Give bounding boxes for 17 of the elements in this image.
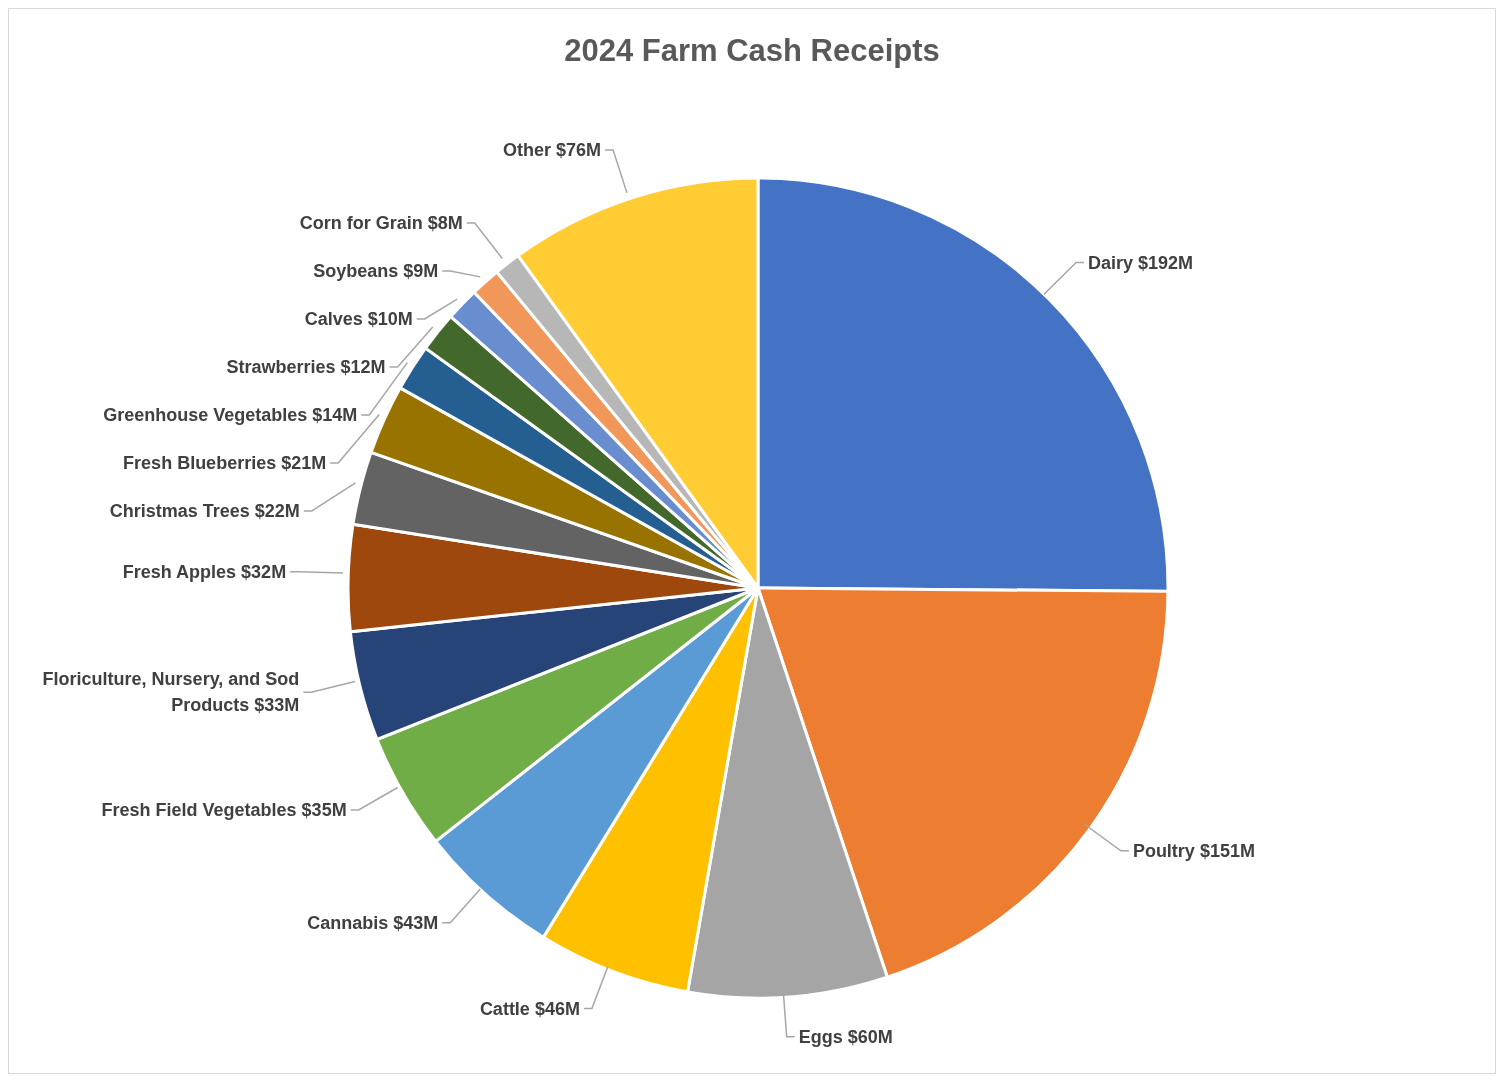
slice-label: Poultry $151M [1132, 840, 1255, 861]
slice-label: Corn for Grain $8M [299, 212, 463, 233]
slice-label: Fresh Field Vegetables $35M [101, 799, 347, 820]
slice-label: Strawberries $12M [226, 356, 386, 377]
chart-title: 2024 Farm Cash Receipts [563, 33, 941, 69]
slice-label: Other $76M [503, 140, 602, 161]
slice-label: Fresh Apples $32M [122, 561, 287, 582]
slice-label: Dairy $192M [1088, 252, 1194, 273]
slice-label: Cattle $46M [479, 998, 580, 1019]
slice-label: Fresh Blueberries $21M [123, 452, 327, 473]
slice-label: Floriculture, Nursery, and Sod Products $33M [42, 669, 300, 716]
slice-label: Christmas Trees $22M [109, 500, 300, 521]
slice-label: Calves $10M [304, 308, 413, 329]
slice-label: Greenhouse Vegetables $14M [103, 404, 358, 425]
slice-label: Eggs $60M [798, 1026, 893, 1047]
slice-label: Soybeans $9M [313, 260, 439, 281]
slice-label: Cannabis $43M [307, 912, 439, 933]
